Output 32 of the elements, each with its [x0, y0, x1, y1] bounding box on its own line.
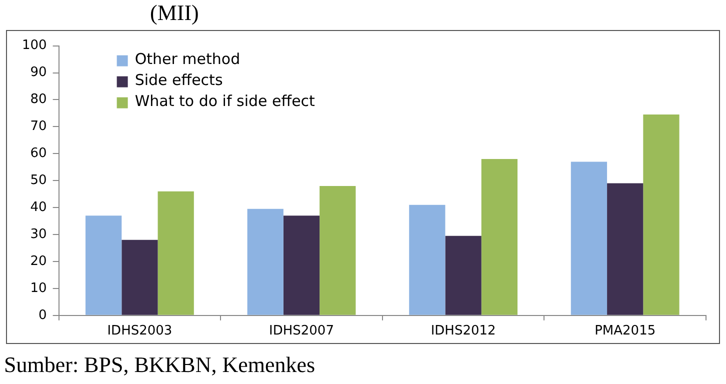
y-tick-label: 90 — [30, 65, 47, 80]
y-tick-label: 0 — [38, 308, 47, 323]
bar — [320, 186, 356, 315]
bar — [122, 240, 158, 315]
bar — [481, 159, 518, 315]
bar — [643, 114, 680, 315]
legend-label: Side effects — [134, 71, 223, 90]
y-tick-label: 80 — [30, 92, 47, 108]
bar — [409, 204, 446, 315]
text: Sumber: BPS, BKKBN, Kemenkes — [4, 352, 316, 378]
y-tick-label: 50 — [30, 172, 47, 188]
x-tick-label: IDHS2012 — [430, 324, 496, 339]
y-tick-label: 40 — [30, 200, 47, 215]
legend-label: Other method — [134, 50, 240, 68]
bar — [445, 236, 482, 315]
bar — [570, 162, 608, 315]
bar — [607, 183, 644, 315]
x-tick-label: PMA2015 — [594, 324, 656, 339]
bar — [158, 191, 194, 315]
x-tick-label: IDHS2003 — [107, 324, 172, 339]
y-tick-label: 30 — [30, 226, 47, 242]
chart-title: (MII) — [150, 0, 199, 26]
bar — [283, 216, 320, 315]
y-tick-label: 20 — [30, 254, 47, 269]
y-tick-label: 100 — [22, 38, 47, 54]
legend-label: What to do if side effect — [134, 92, 316, 110]
bar — [247, 208, 284, 315]
y-tick-label: 10 — [30, 280, 47, 296]
x-tick-label: IDHS2007 — [269, 324, 334, 339]
y-tick-label: 60 — [30, 146, 47, 162]
bar — [86, 216, 122, 315]
y-tick-label: 70 — [30, 119, 47, 134]
